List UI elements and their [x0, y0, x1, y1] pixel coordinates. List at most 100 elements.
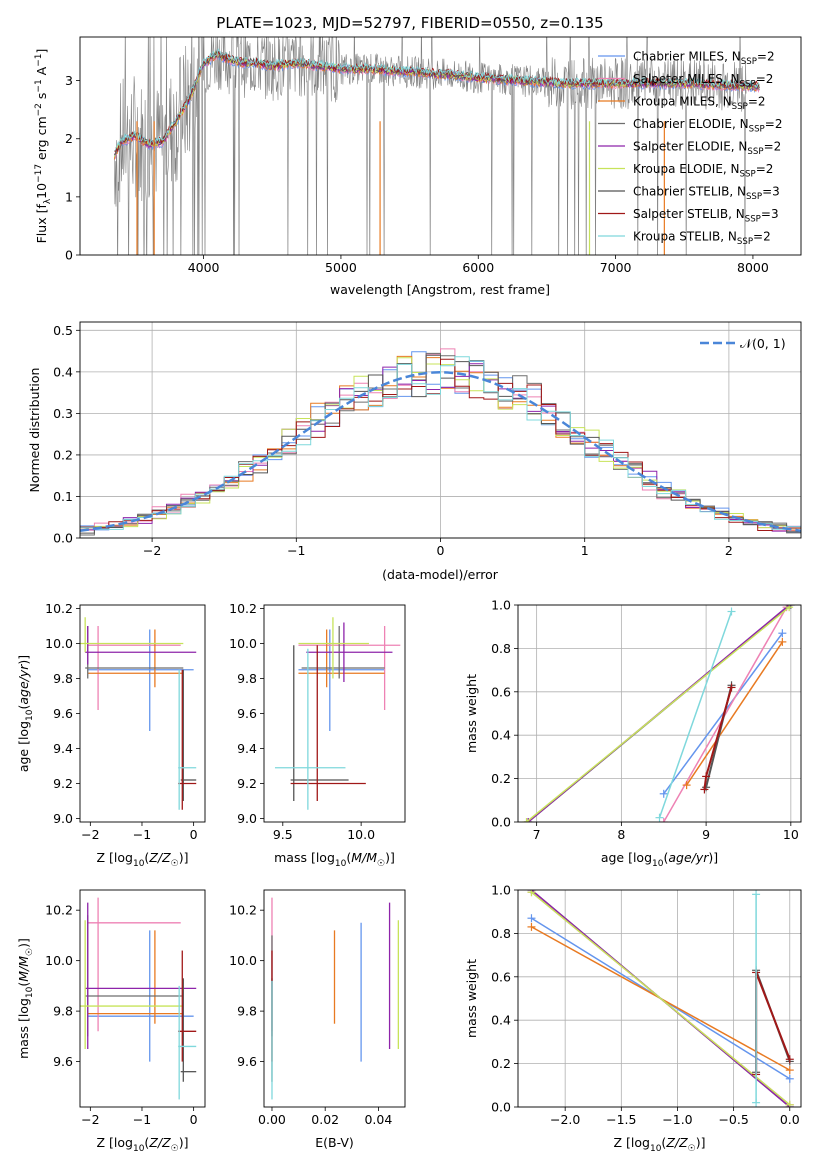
axes-frame — [517, 604, 802, 823]
legend-label: Kroupa MILES, NSSP=2 — [633, 95, 766, 113]
y-tick-label: 9.0 — [237, 811, 257, 826]
legend-label: 𝒩(0, 1) — [740, 336, 786, 351]
label-part: )] — [16, 655, 31, 665]
y-tick-label: 9.6 — [53, 1054, 73, 1069]
plot-area — [80, 348, 801, 536]
label-part: ( — [663, 850, 668, 865]
weight-line-kroupa-elodie — [526, 606, 790, 822]
label-part: =2 — [756, 72, 774, 86]
x-axis-label: E(B-V) — [315, 1135, 354, 1150]
y-tick-label: 10.0 — [45, 953, 73, 968]
label-part: Salpeter STELIB, N — [633, 207, 745, 221]
y-tick-label: 0.0 — [491, 815, 511, 830]
label-part: ( — [16, 982, 31, 987]
y-tick-label: 9.2 — [53, 776, 73, 791]
label-part: M/M — [16, 956, 31, 982]
y-axis-label: mass weight — [464, 959, 479, 1038]
legend-label: Chabrier STELIB, NSSP=3 — [633, 185, 780, 203]
plot-area — [271, 897, 399, 1100]
x-tick-label: 7000 — [600, 260, 632, 275]
x-tick-label: 0.0 — [780, 1112, 800, 1127]
label-part: Salpeter ELODIE, N — [633, 140, 747, 154]
x-tick-label: 8000 — [737, 260, 769, 275]
x-axis-label: mass [log10(M/M☉)] — [274, 850, 395, 869]
x-tick-label: 4000 — [188, 260, 220, 275]
label-part: E(B-V) — [315, 1135, 354, 1150]
y-tick-label: 10.0 — [229, 953, 257, 968]
age-vs-mass-panel: 9.5 10.0 9.0 9.2 9.4 9.6 9.8 10.0 10.2 — [229, 601, 406, 842]
label-part: −2 — [34, 103, 44, 116]
x-tick-label: 7 — [533, 827, 541, 842]
x-tick-label: 0.04 — [364, 1112, 392, 1127]
label-part: −17 — [34, 164, 44, 183]
histogram-panel: −2 −1 0 1 2 0.0 0.1 0.2 0.3 0.4 0.5 — [53, 321, 802, 558]
label-part: 10 — [34, 183, 49, 199]
observed-spectrum — [114, 37, 747, 255]
plot-area — [522, 605, 795, 822]
weight-vs-age-panel: 7 8 9 10 0.0 0.2 0.4 0.6 0.8 1.0 — [491, 598, 802, 842]
legend-label: Salpeter MILES, NSSP=2 — [633, 72, 773, 90]
histogram-chabrier-elodie — [80, 352, 801, 536]
y-tick-label: 10.0 — [45, 636, 73, 651]
y-tick-label: 9.4 — [53, 741, 73, 756]
x-tick-label: −1 — [133, 827, 151, 842]
x-tick-label: 6000 — [462, 260, 494, 275]
label-part: SSP — [740, 80, 756, 90]
normal-curve — [80, 371, 801, 532]
y-tick-label: 0.0 — [491, 1100, 511, 1115]
label-part: ☉ — [25, 948, 35, 956]
label-part: M/M — [351, 850, 377, 865]
axes-frame — [79, 604, 206, 823]
label-part: SSP — [732, 102, 748, 112]
y-tick-label: 9.0 — [53, 811, 73, 826]
y-axis-label: age [log10(age/yr)] — [16, 655, 35, 772]
label-part: 10 — [652, 859, 664, 869]
label-part: =2 — [757, 50, 775, 64]
label-part: Z/Z — [148, 1135, 171, 1150]
label-part: ☉ — [171, 859, 179, 869]
label-part: Z [log — [97, 1135, 133, 1150]
label-part: 10 — [25, 986, 35, 998]
y-axis-label: mass [log10(M/M☉)] — [16, 938, 35, 1059]
label-part: )] — [16, 938, 31, 948]
x-tick-label: 10 — [783, 827, 799, 842]
label-part: Kroupa ELODIE, N — [633, 162, 740, 176]
y-tick-label: 10.2 — [229, 601, 257, 616]
y-tick-label: 9.2 — [237, 776, 257, 791]
x-tick-label: 5000 — [325, 260, 357, 275]
label-part: Chabrier MILES, N — [633, 50, 741, 64]
label-part: )] — [696, 1135, 706, 1150]
model-spectrum-kroupa-stelib — [114, 48, 760, 151]
label-part: ( — [144, 850, 149, 865]
axes-frame — [263, 604, 406, 823]
x-tick-label: −1 — [287, 543, 305, 558]
x-axis-label: Z [log10(Z/Z☉)] — [97, 850, 189, 869]
weight-line-kroupa-stelib — [658, 611, 733, 818]
label-part: ( — [661, 1135, 666, 1150]
label-part: age/yr — [16, 664, 31, 705]
label-part: =3 — [761, 207, 779, 221]
plot-area — [527, 890, 794, 1107]
label-part: Salpeter MILES, N — [633, 72, 740, 86]
label-part: Flux [f — [34, 204, 49, 244]
y-axis-label: Normed distribution — [27, 368, 42, 493]
figure-title: PLATE=1023, MJD=52797, FIBERID=0550, z=0… — [216, 14, 603, 32]
label-part: mass [log — [16, 998, 31, 1059]
y-tick-label: 0.3 — [53, 406, 73, 421]
y-tick-label: 10.2 — [45, 903, 73, 918]
weight-line-salpeter-stelib — [755, 972, 791, 1075]
y-tick-label: 0.0 — [53, 531, 73, 546]
label-part: Z [log — [614, 1135, 650, 1150]
y-tick-label: 9.8 — [237, 671, 257, 686]
label-part: ☉ — [377, 859, 385, 869]
y-tick-label: 0.2 — [491, 771, 511, 786]
y-tick-label: 9.4 — [237, 741, 257, 756]
x-axis-label: Z [log10(Z/Z☉)] — [97, 1135, 189, 1154]
y-tick-label: 3 — [65, 73, 73, 88]
label-part: age [log — [601, 850, 652, 865]
y-tick-label: 0.1 — [53, 489, 73, 504]
label-part: 10 — [133, 1144, 145, 1154]
axes-frame — [79, 36, 802, 256]
x-axis-label: age [log10(age/yr)] — [601, 850, 718, 869]
